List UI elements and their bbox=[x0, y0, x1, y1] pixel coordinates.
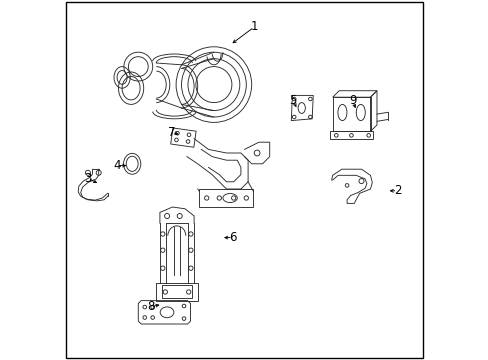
Text: 6: 6 bbox=[229, 231, 236, 244]
Text: 1: 1 bbox=[250, 21, 258, 33]
Text: 4: 4 bbox=[113, 159, 120, 172]
Text: 2: 2 bbox=[393, 184, 401, 197]
Text: 7: 7 bbox=[168, 126, 175, 139]
Text: 8: 8 bbox=[147, 300, 154, 313]
Text: 3: 3 bbox=[84, 172, 91, 185]
Text: 5: 5 bbox=[289, 94, 296, 107]
Text: 9: 9 bbox=[348, 94, 356, 107]
